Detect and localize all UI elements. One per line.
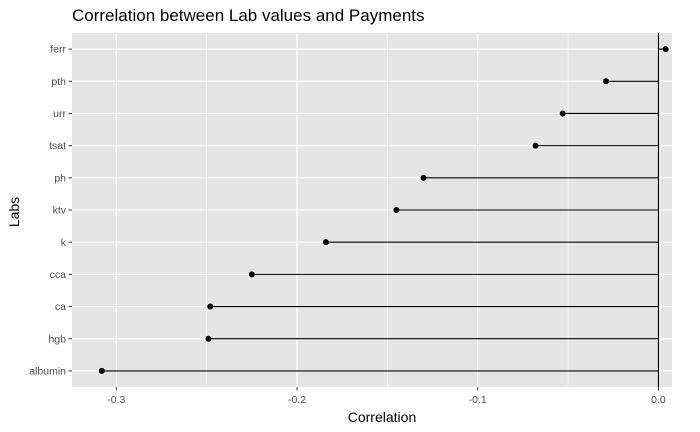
point-ktv (393, 207, 400, 213)
point-ph (420, 174, 427, 181)
x-tick-label: 0.0 (651, 394, 666, 406)
point-albumin (98, 367, 105, 374)
y-tick-label-albumin: albumin (29, 366, 66, 378)
x-tick-label: -0.2 (288, 394, 306, 406)
y-tick-label-ca: ca (55, 301, 66, 313)
point-ca (207, 303, 214, 310)
lollipop-points (98, 46, 669, 374)
point-ferr (662, 46, 669, 53)
y-tick-label-urr: urr (53, 108, 66, 120)
y-tick-label-pth: pth (51, 76, 66, 88)
chart-title: Correlation between Lab values and Payme… (72, 6, 425, 25)
x-axis: -0.3 -0.2 -0.1 0.0 (107, 387, 666, 406)
y-tick-label-cca: cca (50, 269, 67, 281)
point-pth (603, 78, 610, 85)
point-urr (559, 110, 566, 117)
x-tick-label: -0.3 (107, 394, 125, 406)
y-tick-label-ktv: ktv (53, 205, 67, 217)
point-k (322, 239, 329, 246)
x-tick-label: -0.1 (469, 394, 487, 406)
y-tick-label-k: k (61, 237, 67, 249)
x-axis-title: Correlation (348, 409, 416, 425)
point-hgb (205, 335, 212, 342)
y-axis-title: Labs (6, 197, 22, 227)
y-axis: ferr pth urr tsat ph ktv k cca ca hgb albumin (29, 44, 72, 378)
y-tick-label-ph: ph (54, 172, 66, 184)
point-tsat (532, 142, 539, 149)
y-tick-label-hgb: hgb (48, 333, 66, 345)
y-tick-label-tsat: tsat (49, 140, 66, 152)
y-tick-label-ferr: ferr (50, 44, 66, 56)
point-cca (248, 271, 255, 278)
